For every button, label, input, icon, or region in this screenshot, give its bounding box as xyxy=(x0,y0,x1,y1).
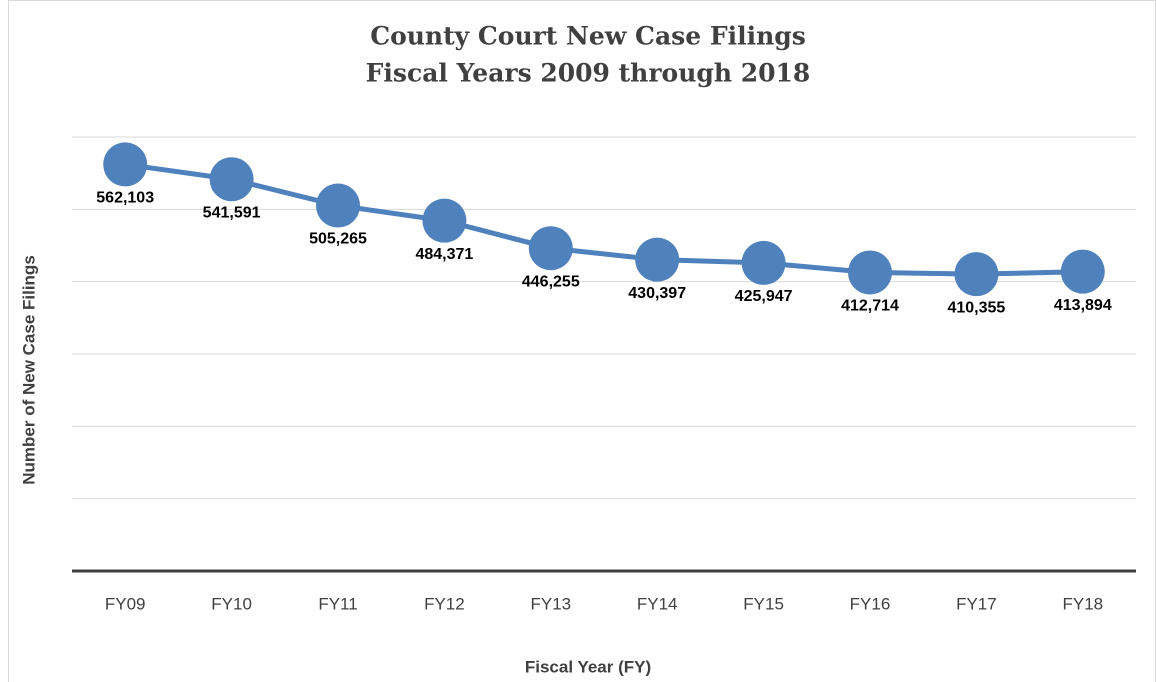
x-tick-label: FY18 xyxy=(1062,594,1103,613)
x-tick-label: FY09 xyxy=(105,594,146,613)
point-marker xyxy=(103,142,148,187)
x-tick-label: FY13 xyxy=(530,594,571,613)
data-label: 410,355 xyxy=(947,299,1005,316)
data-label: 541,591 xyxy=(203,204,261,221)
point-marker xyxy=(635,237,680,282)
point-marker xyxy=(1060,249,1105,294)
series-line xyxy=(124,161,1083,277)
data-label: 425,947 xyxy=(735,288,793,305)
chart-border xyxy=(8,0,1156,682)
point-marker xyxy=(422,198,467,243)
chart-title: County Court New Case Filings xyxy=(370,22,806,51)
data-label: 484,371 xyxy=(415,246,473,263)
x-tick-label: FY11 xyxy=(318,594,357,613)
point-marker xyxy=(209,157,254,202)
x-tick-label: FY15 xyxy=(743,594,784,613)
data-label: 412,714 xyxy=(841,298,899,315)
x-tick-label: FY16 xyxy=(850,594,891,613)
point-marker xyxy=(316,183,360,228)
point-marker xyxy=(954,252,999,297)
data-label: 562,103 xyxy=(96,190,154,207)
x-tick-label: FY14 xyxy=(637,594,678,613)
y-axis-title: Number of New Case Filings xyxy=(19,255,38,485)
x-tick-label: FY10 xyxy=(211,594,252,613)
data-label: 505,265 xyxy=(309,231,367,248)
x-tick-label: FY12 xyxy=(424,594,465,613)
x-axis-title: Fiscal Year (FY) xyxy=(525,657,651,676)
point-marker xyxy=(848,250,892,295)
data-label: 413,894 xyxy=(1054,297,1112,314)
data-label: 446,255 xyxy=(522,273,580,290)
point-marker xyxy=(741,240,786,285)
chart-subtitle: Fiscal Years 2009 through 2018 xyxy=(366,59,811,88)
data-label: 430,397 xyxy=(628,285,686,302)
x-tick-label: FY17 xyxy=(956,594,997,613)
point-marker xyxy=(528,226,573,271)
